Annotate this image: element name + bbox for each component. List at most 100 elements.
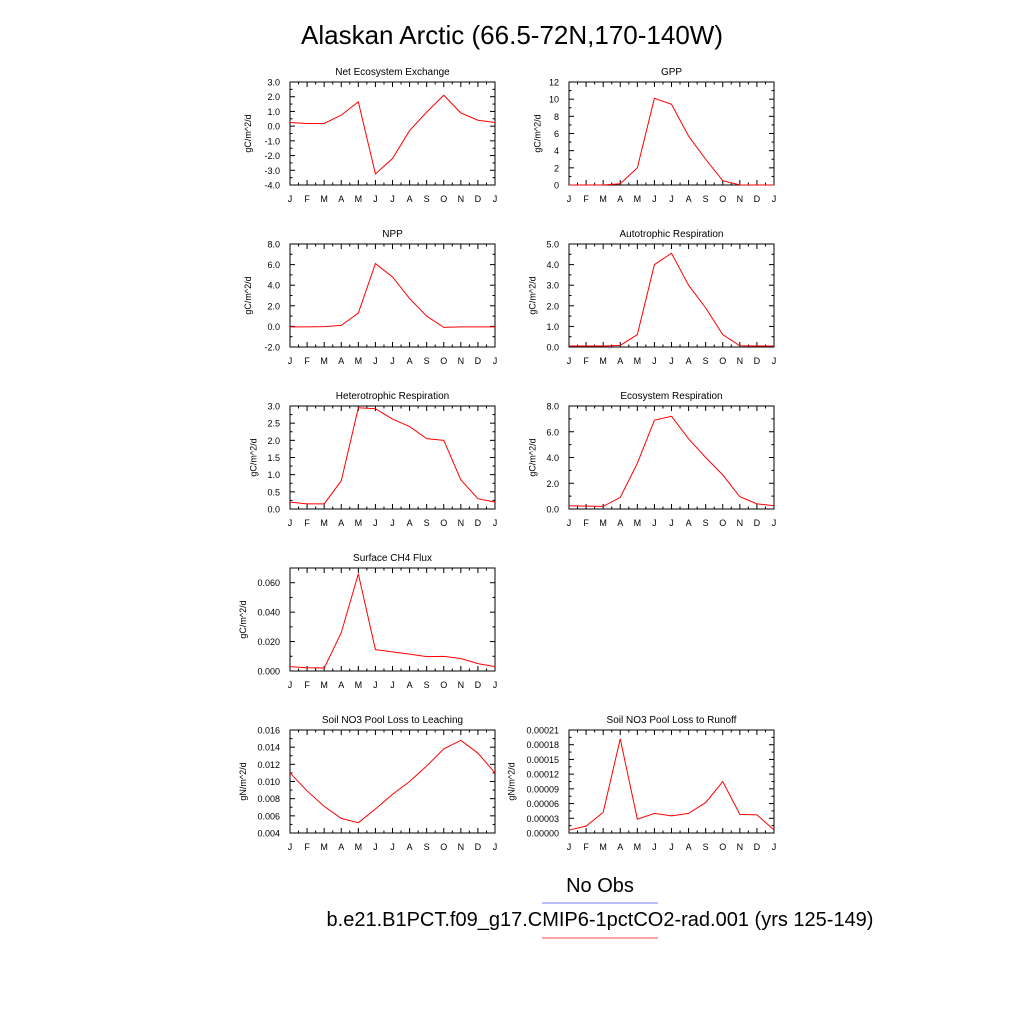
y-tick-label: 2.0 <box>267 301 280 311</box>
x-tick-label: J <box>288 518 293 528</box>
y-tick-label: 10 <box>549 95 559 105</box>
y-tick-label: 0.040 <box>257 608 280 618</box>
x-tick-label: M <box>320 842 328 852</box>
series-line <box>568 738 775 831</box>
legend-label-obs: No Obs <box>566 875 634 897</box>
y-axis-label: gC/m^2/d <box>533 114 543 152</box>
y-tick-label: 6.0 <box>546 427 559 437</box>
x-tick-label: M <box>320 518 328 528</box>
y-tick-label: 2.0 <box>267 436 280 446</box>
page-title: Alaskan Arctic (66.5-72N,170-140W) <box>301 20 723 50</box>
x-tick-label: A <box>617 194 623 204</box>
y-tick-label: 1.0 <box>546 322 559 332</box>
x-tick-label: M <box>634 518 642 528</box>
y-tick-label: 3.0 <box>267 78 280 88</box>
y-tick-label: 0.012 <box>257 760 280 770</box>
x-tick-label: M <box>599 194 607 204</box>
x-tick-label: A <box>407 194 413 204</box>
y-axis-label: gC/m^2/d <box>527 276 537 314</box>
x-tick-label: J <box>652 518 657 528</box>
x-tick-label: N <box>458 680 465 690</box>
y-tick-label: 4.0 <box>267 281 280 291</box>
x-tick-label: D <box>754 356 761 366</box>
x-tick-label: J <box>493 356 498 366</box>
x-tick-label: A <box>338 680 344 690</box>
legend-label-model: b.e21.B1PCT.f09_g17.CMIP6-1pctCO2-rad.00… <box>327 909 874 931</box>
x-tick-label: F <box>304 194 310 204</box>
x-tick-label: M <box>634 194 642 204</box>
x-tick-label: M <box>599 356 607 366</box>
x-tick-label: D <box>754 194 761 204</box>
y-tick-label: 3.0 <box>267 402 280 412</box>
x-tick-label: O <box>719 518 726 528</box>
plot-frame <box>568 81 775 186</box>
x-tick-label: J <box>772 356 777 366</box>
y-tick-label: 0 <box>554 181 559 191</box>
y-tick-label: 0.060 <box>257 578 280 588</box>
plot-frame <box>568 729 775 834</box>
y-tick-label: 0.00003 <box>526 814 559 824</box>
x-tick-label: J <box>288 842 293 852</box>
x-tick-label: D <box>475 194 482 204</box>
x-tick-label: J <box>567 842 572 852</box>
y-tick-label: 2.5 <box>267 419 280 429</box>
x-tick-label: O <box>440 356 447 366</box>
y-axis-label: gC/m^2/d <box>243 276 253 314</box>
x-tick-label: J <box>567 518 572 528</box>
y-tick-label: 4.0 <box>546 260 559 270</box>
x-tick-label: M <box>599 842 607 852</box>
plot-frame <box>568 405 775 510</box>
x-tick-label: F <box>583 518 589 528</box>
x-tick-label: A <box>338 842 344 852</box>
x-tick-label: A <box>338 194 344 204</box>
x-tick-label: A <box>686 518 692 528</box>
x-tick-label: A <box>686 356 692 366</box>
x-tick-label: M <box>634 356 642 366</box>
x-tick-label: A <box>686 842 692 852</box>
y-tick-label: 8 <box>554 112 559 122</box>
y-tick-label: 0.5 <box>267 487 280 497</box>
x-tick-label: M <box>355 356 363 366</box>
y-axis-label: gN/m^2/d <box>238 762 248 800</box>
x-tick-label: F <box>583 194 589 204</box>
x-tick-label: O <box>440 680 447 690</box>
y-tick-label: 1.0 <box>267 470 280 480</box>
y-tick-label: -2.0 <box>264 343 280 353</box>
y-tick-label: 2 <box>554 163 559 173</box>
x-tick-label: O <box>440 194 447 204</box>
x-tick-label: J <box>390 680 395 690</box>
chart-title: NPP <box>382 229 403 240</box>
chart-title: Soil NO3 Pool Loss to Runoff <box>607 715 737 726</box>
x-tick-label: S <box>424 680 430 690</box>
plot-frame <box>289 243 496 348</box>
y-axis-label: gC/m^2/d <box>527 438 537 476</box>
y-tick-label: 0.010 <box>257 777 280 787</box>
y-axis-label: gC/m^2/d <box>238 600 248 638</box>
x-tick-label: N <box>458 194 465 204</box>
x-tick-label: S <box>703 842 709 852</box>
chart-title: Net Ecosystem Exchange <box>335 67 450 78</box>
x-tick-label: F <box>304 518 310 528</box>
x-tick-label: J <box>772 842 777 852</box>
legend: No Obs b.e21.B1PCT.f09_g17.CMIP6-1pctCO2… <box>327 875 874 939</box>
x-tick-label: A <box>407 518 413 528</box>
x-tick-label: O <box>440 842 447 852</box>
x-tick-label: D <box>475 518 482 528</box>
y-tick-label: 12 <box>549 78 559 88</box>
y-tick-label: 0.00006 <box>526 799 559 809</box>
x-tick-label: J <box>390 194 395 204</box>
y-tick-label: 2.0 <box>546 301 559 311</box>
x-tick-label: S <box>703 194 709 204</box>
y-tick-label: 0.00000 <box>526 829 559 839</box>
y-tick-label: 8.0 <box>267 240 280 250</box>
x-tick-label: M <box>320 194 328 204</box>
x-tick-label: M <box>355 194 363 204</box>
y-tick-label: 1.0 <box>267 107 280 117</box>
x-tick-label: J <box>390 356 395 366</box>
x-tick-label: J <box>669 356 674 366</box>
x-tick-label: J <box>669 194 674 204</box>
x-tick-label: A <box>407 842 413 852</box>
